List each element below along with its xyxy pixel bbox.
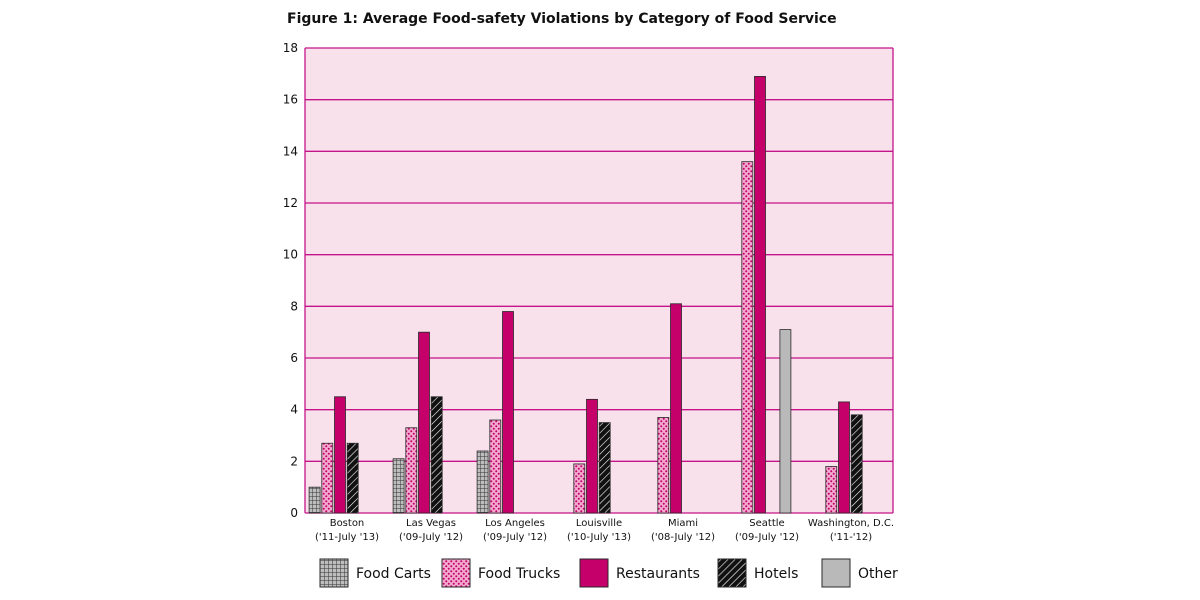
y-tick-label: 8 [290,299,298,313]
bar-food-trucks [489,419,502,514]
bar-restaurants [586,398,598,514]
y-tick-label: 6 [290,351,298,365]
bar-hotels [598,422,611,514]
x-tick-label: Seattle [749,518,784,529]
bar-restaurants [838,401,850,514]
legend-item-food-carts: Food Carts [319,558,431,588]
x-tick-sublabel: ('11-'12) [830,532,872,543]
bar-food-trucks [405,427,418,514]
x-tick-label: Las Vegas [406,518,456,529]
x-tick-sublabel: ('09-July '12) [735,532,799,543]
legend-swatch [441,558,471,588]
bar-food-carts [308,486,321,514]
bar-hotels [430,396,443,514]
bar-other [779,329,792,514]
y-tick-label: 16 [283,93,298,107]
bar-food-trucks [573,463,586,514]
x-tick-sublabel: ('10-July '13) [567,532,631,543]
bar-restaurants [754,76,766,514]
legend-swatch [579,558,609,588]
y-tick-label: 12 [283,196,298,210]
bar-restaurants [670,303,682,514]
chart-title: Figure 1: Average Food-safety Violations… [287,11,837,27]
x-tick-sublabel: ('09-July '12) [483,532,547,543]
bar-food-trucks [321,442,334,514]
x-tick-sublabel: ('08-July '12) [651,532,715,543]
bar-hotels [850,414,863,514]
y-tick-label: 10 [283,248,298,262]
bar-food-trucks [657,417,670,514]
legend-item-food-trucks: Food Trucks [441,558,560,588]
legend-swatch [319,558,349,588]
x-tick-sublabel: ('11-July '13) [315,532,379,543]
bar-food-carts [392,458,405,514]
x-tick-label: Los Angeles [485,518,545,529]
y-tick-label: 4 [290,403,298,417]
x-tick-label: Miami [668,518,698,529]
bar-restaurants [502,311,514,514]
legend-label: Hotels [754,566,798,582]
bar-restaurants [334,396,346,514]
bar-food-trucks [741,161,754,514]
legend-label: Food Carts [356,566,431,582]
legend-item-restaurants: Restaurants [579,558,700,588]
bar-food-carts [476,450,489,514]
legend-label: Food Trucks [478,566,560,582]
legend-swatch [717,558,747,588]
legend-item-hotels: Hotels [717,558,798,588]
y-tick-label: 2 [290,454,298,468]
bar-restaurants [418,331,430,514]
x-tick-label: Washington, D.C. [808,518,894,529]
x-tick-label: Louisville [576,518,622,529]
legend-swatch [821,558,851,588]
legend-label: Restaurants [616,566,700,582]
bar-hotels [346,442,359,514]
y-tick-label: 0 [290,506,298,520]
y-tick-label: 18 [283,41,298,55]
x-tick-sublabel: ('09-July '12) [399,532,463,543]
bar-food-trucks [825,466,838,514]
legend-label: Other [858,566,898,582]
y-tick-label: 14 [283,144,298,158]
legend-item-other: Other [821,558,898,588]
x-tick-label: Boston [330,518,365,529]
